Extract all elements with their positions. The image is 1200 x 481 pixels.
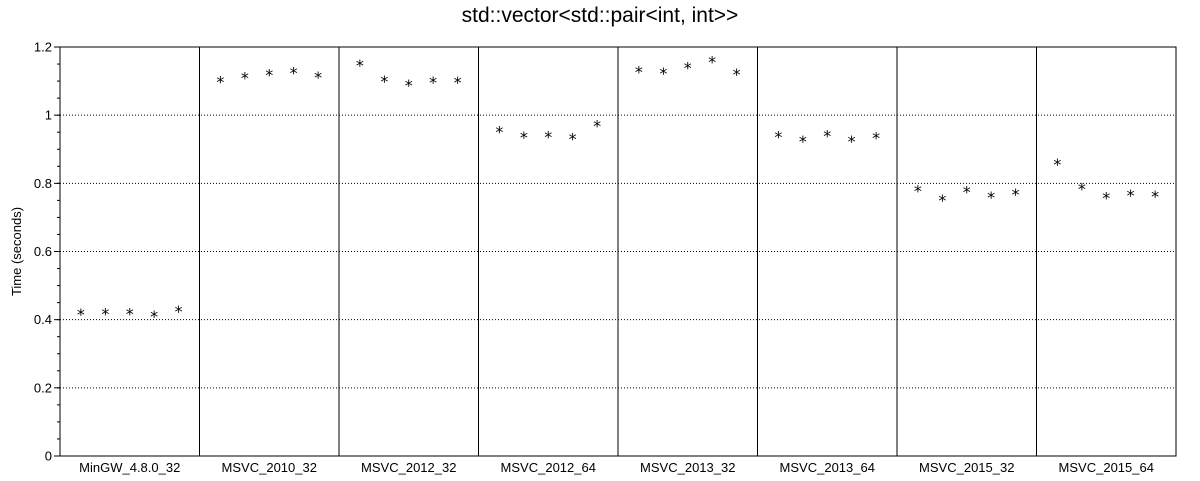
data-point-marker: * xyxy=(708,52,716,71)
data-point-marker: * xyxy=(175,302,183,321)
data-point-marker: * xyxy=(914,181,922,200)
data-point-marker: * xyxy=(938,191,946,210)
data-point-marker: * xyxy=(356,56,364,75)
y-tick-label: 0.6 xyxy=(34,244,52,259)
data-point-marker: * xyxy=(848,132,856,151)
x-category-label: MSVC_2012_32 xyxy=(361,460,456,475)
data-point-marker: * xyxy=(684,58,692,77)
data-point-marker: * xyxy=(314,68,322,87)
data-point-marker: * xyxy=(774,128,782,147)
y-tick-label: 0.4 xyxy=(34,312,52,327)
data-point-marker: * xyxy=(544,128,552,147)
x-axis-categories: MinGW_4.8.0_32 MSVC_2010_32 MSVC_2012_32 MS… xyxy=(79,460,1154,475)
data-points: * * * * * * * * * * * * * * * * * * * * * * * * * * * * * * * * * * * * * * * * xyxy=(77,52,1159,326)
data-point-marker: * xyxy=(1053,155,1061,174)
x-category-label: MSVC_2013_32 xyxy=(640,460,735,475)
data-point-marker: * xyxy=(593,116,601,135)
y-tick-label: 1.2 xyxy=(34,40,52,55)
data-point-marker: * xyxy=(101,304,109,323)
data-point-marker: * xyxy=(495,122,503,141)
category-separators xyxy=(199,47,1037,456)
y-tick-label: 1 xyxy=(45,108,52,123)
data-point-marker: * xyxy=(1127,186,1135,205)
data-point-marker: * xyxy=(1151,187,1159,206)
data-point-marker: * xyxy=(823,127,831,146)
y-tick-label: 0.2 xyxy=(34,380,52,395)
data-point-marker: * xyxy=(150,307,158,326)
data-point-marker: * xyxy=(454,73,462,92)
data-point-marker: * xyxy=(1102,189,1110,208)
data-point-marker: * xyxy=(872,128,880,147)
data-point-marker: * xyxy=(429,73,437,92)
data-point-marker: * xyxy=(126,304,134,323)
data-point-marker: * xyxy=(569,130,577,149)
data-point-marker: * xyxy=(405,76,413,95)
data-point-marker: * xyxy=(1078,179,1086,198)
data-point-marker: * xyxy=(265,66,273,85)
data-point-marker: * xyxy=(635,62,643,81)
y-tick-label: 0.8 xyxy=(34,176,52,191)
data-point-marker: * xyxy=(987,188,995,207)
data-point-marker: * xyxy=(659,64,667,83)
data-point-marker: * xyxy=(1012,185,1020,204)
data-point-marker: * xyxy=(733,65,741,84)
data-point-marker: * xyxy=(216,73,224,92)
data-point-marker: * xyxy=(380,72,388,91)
data-point-marker: * xyxy=(241,68,249,87)
data-point-marker: * xyxy=(77,305,85,324)
data-point-marker: * xyxy=(290,64,298,83)
data-point-marker: * xyxy=(963,182,971,201)
data-point-marker: * xyxy=(520,128,528,147)
x-category-label: MSVC_2015_32 xyxy=(919,460,1014,475)
y-tick-label: 0 xyxy=(45,449,52,464)
data-point-marker: * xyxy=(799,132,807,151)
y-axis-label: Time (seconds) xyxy=(9,207,24,296)
x-category-label: MSVC_2010_32 xyxy=(222,460,317,475)
y-axis: 0 0.2 0.4 0.6 0.8 1 1.2 xyxy=(34,40,60,464)
x-category-label: MinGW_4.8.0_32 xyxy=(79,460,180,475)
chart-title: std::vector<std::pair<int, int>> xyxy=(461,4,739,27)
x-category-label: MSVC_2013_64 xyxy=(780,460,875,475)
x-category-label: MSVC_2012_64 xyxy=(501,460,596,475)
x-category-label: MSVC_2015_64 xyxy=(1059,460,1154,475)
